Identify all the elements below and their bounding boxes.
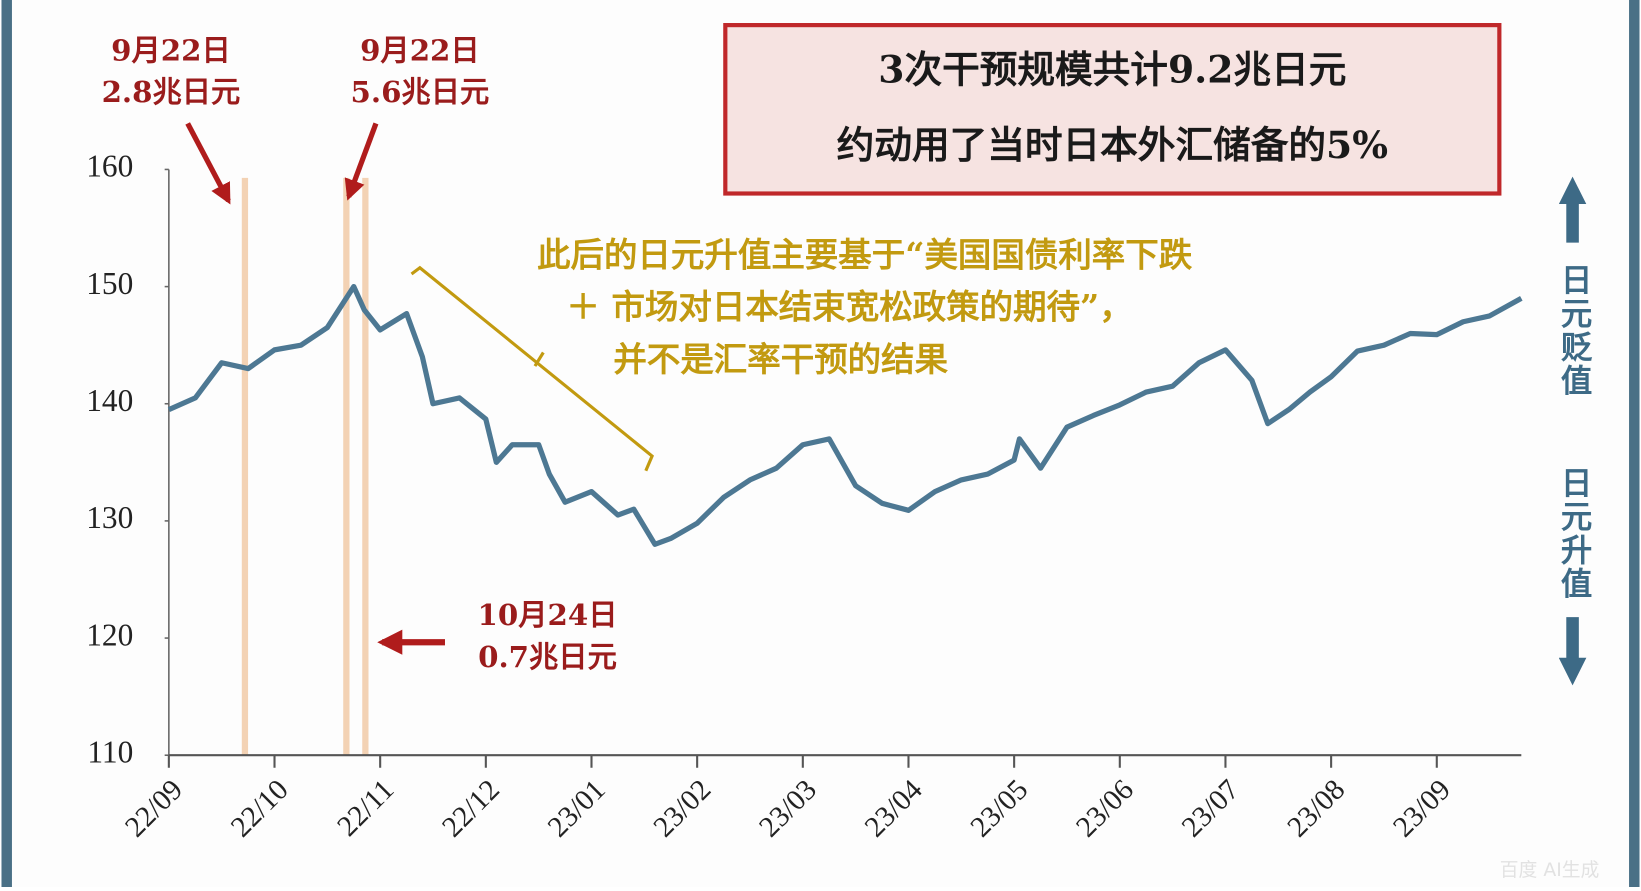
intervention-amount: 5.6兆日元 [351,75,490,109]
side-label: 日元贬值 [1556,264,1592,398]
intervention-amount: 2.8兆日元 [102,75,241,109]
left-border [1,0,12,887]
pointer-arrow [344,122,379,201]
right-border [1629,0,1640,887]
watermark: 百度 AI生成 [1500,859,1600,881]
y-tick-label: 130 [86,500,133,535]
y-tick-label: 160 [86,149,133,184]
y-tick-label: 150 [86,266,133,301]
intervention-amount: 0.7兆日元 [478,640,617,674]
intervention-date: 10月24日 [478,598,618,632]
pointer-arrow [185,122,231,205]
note-line: 并不是汇率干预的结果 [613,340,948,379]
bracket [410,265,655,472]
y-tick-label: 140 [86,383,133,418]
intervention-date: 9月22日 [360,33,480,67]
side-label: 日元升值 [1556,467,1592,601]
intervention-date: 9月22日 [111,33,231,67]
box-line: 3次干预规模共计9.2兆日元 [878,48,1346,92]
y-tick-label: 110 [87,734,133,769]
summary-box [723,23,1502,196]
box-line: 约动用了当时日本外汇储备的5% [837,123,1388,167]
note-line: 此后的日元升值主要基于“美国国债利率下跌 [537,235,1193,274]
note-line: ＋ 市场对日本结束宽松政策的期待”， [566,288,1132,327]
y-tick-label: 120 [86,617,133,652]
price-line [167,283,1523,547]
